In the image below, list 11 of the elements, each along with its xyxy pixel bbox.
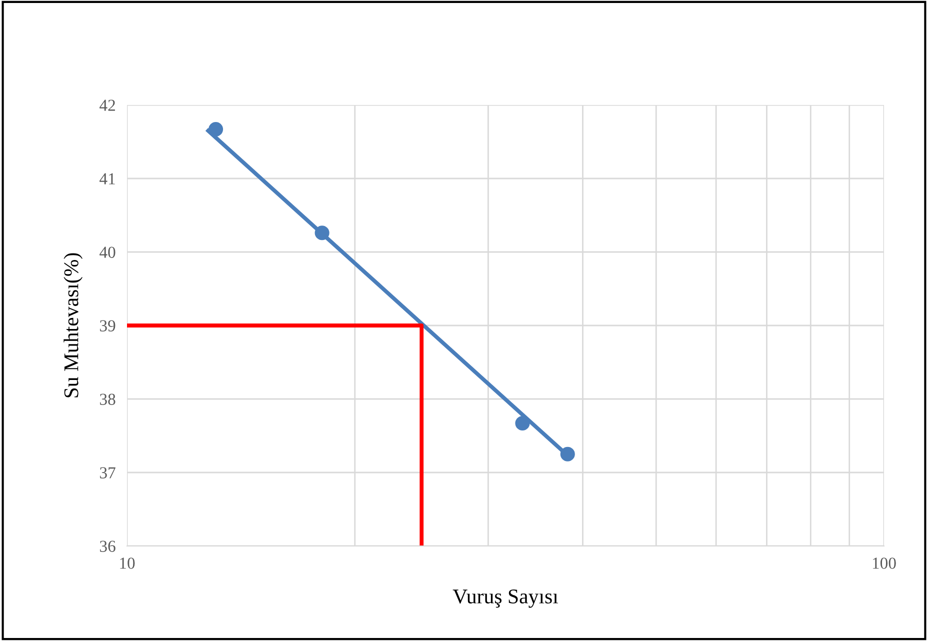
y-tick-label: 42 xyxy=(100,100,115,111)
y-tick-label: 39 xyxy=(100,320,116,332)
y-tick-label: 40 xyxy=(100,246,116,258)
x-tick-label: 10 xyxy=(120,558,135,569)
x-axis-title: Vuruş Sayısı xyxy=(452,589,558,608)
y-tick-label: 38 xyxy=(100,394,116,405)
y-tick-label: 37 xyxy=(100,467,116,478)
y-tick-label: 36 xyxy=(100,540,116,552)
y-axis-title: Su Muhtevası(%) xyxy=(64,253,83,398)
x-tick-label: 100 xyxy=(872,558,896,569)
y-tick-label: 41 xyxy=(100,173,115,184)
